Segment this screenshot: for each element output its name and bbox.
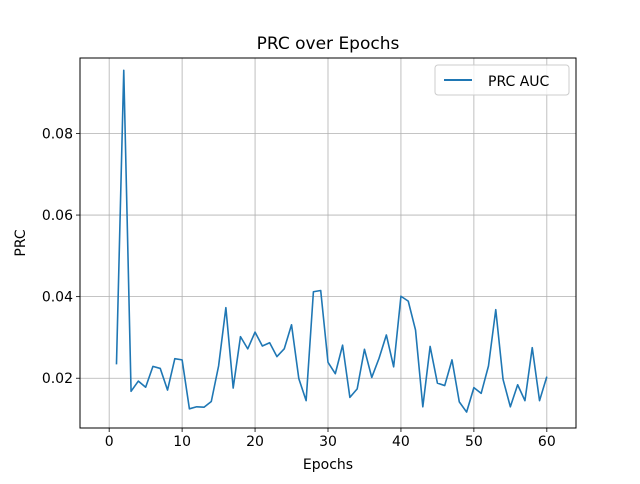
- x-tick-label: 0: [105, 434, 114, 450]
- legend-box: [434, 64, 570, 96]
- x-axis-label: Epochs: [303, 457, 353, 473]
- x-tick-label: 40: [392, 434, 410, 450]
- grid-lines: [80, 58, 576, 428]
- y-tick-label: 0.02: [42, 371, 73, 387]
- y-tick-label: 0.08: [42, 126, 73, 142]
- x-axis-ticks: 0 10 20 30 40 50 60: [105, 428, 556, 450]
- x-tick-label: 10: [173, 434, 191, 450]
- x-tick-label: 60: [538, 434, 556, 450]
- series-layer: [115, 69, 548, 413]
- legend: PRC AUC: [434, 64, 570, 96]
- x-tick-label: 30: [319, 434, 337, 450]
- x-tick-label: 20: [246, 434, 264, 450]
- y-tick-label: 0.04: [42, 290, 73, 306]
- y-axis-label: PRC: [13, 229, 29, 256]
- x-tick-label: 50: [465, 434, 483, 450]
- series-line-prc-auc: [115, 69, 548, 413]
- y-tick-label: 0.06: [42, 208, 73, 224]
- y-axis-ticks: 0.02 0.04 0.06 0.08: [42, 126, 80, 387]
- legend-label-prc-auc: PRC AUC: [488, 74, 550, 90]
- chart-title: PRC over Epochs: [257, 34, 400, 54]
